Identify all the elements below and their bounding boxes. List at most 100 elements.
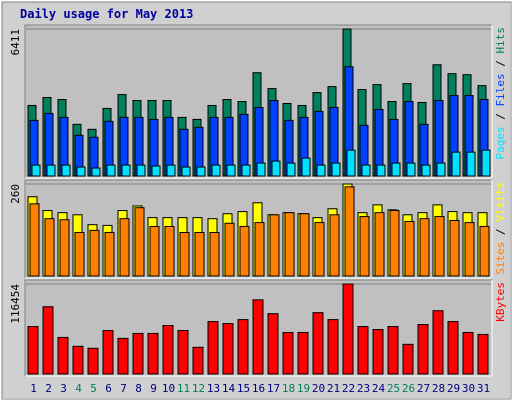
bar bbox=[256, 162, 266, 177]
bar bbox=[117, 337, 129, 375]
x-tick-label: 12 bbox=[192, 382, 205, 395]
bar bbox=[421, 164, 431, 177]
bar bbox=[316, 164, 326, 177]
bar bbox=[271, 160, 281, 177]
x-tick-label: 10 bbox=[162, 382, 175, 395]
bar bbox=[46, 164, 56, 177]
bar bbox=[166, 164, 176, 177]
bar bbox=[151, 165, 161, 177]
bar bbox=[74, 231, 85, 277]
legend: Pages / Files / Hits bbox=[494, 27, 507, 160]
x-tick-label: 21 bbox=[327, 382, 340, 395]
bar bbox=[342, 283, 354, 375]
bar bbox=[119, 218, 130, 277]
bar bbox=[224, 222, 235, 277]
bar bbox=[252, 299, 264, 375]
x-tick-label: 17 bbox=[267, 382, 280, 395]
x-tick-label: 30 bbox=[462, 382, 475, 395]
bar bbox=[241, 164, 251, 177]
bar bbox=[192, 346, 204, 375]
bar bbox=[121, 164, 131, 177]
bar bbox=[177, 329, 189, 375]
bar bbox=[402, 343, 414, 375]
bar bbox=[282, 331, 294, 375]
bar bbox=[269, 214, 280, 277]
bar bbox=[466, 151, 476, 177]
bar bbox=[477, 333, 489, 375]
bar bbox=[211, 164, 221, 177]
bar bbox=[387, 326, 399, 375]
y-tick-label: 260 bbox=[9, 184, 22, 204]
bar bbox=[372, 328, 384, 375]
bar bbox=[29, 203, 40, 277]
bar bbox=[239, 225, 250, 277]
bar bbox=[436, 162, 446, 177]
bar bbox=[91, 167, 101, 177]
bar bbox=[61, 164, 71, 177]
legend-separator: / bbox=[494, 54, 507, 74]
x-tick-label: 31 bbox=[477, 382, 490, 395]
bar bbox=[359, 216, 370, 277]
bar bbox=[284, 212, 295, 277]
bar bbox=[27, 326, 39, 375]
bar bbox=[134, 207, 145, 277]
bar bbox=[136, 164, 146, 177]
bar bbox=[406, 162, 416, 177]
bar bbox=[357, 326, 369, 375]
bar bbox=[59, 219, 70, 277]
x-tick-label: 16 bbox=[252, 382, 265, 395]
bar bbox=[331, 162, 341, 177]
bar bbox=[181, 166, 191, 177]
bar bbox=[391, 162, 401, 177]
x-tick-label: 5 bbox=[90, 382, 97, 395]
bar bbox=[432, 310, 444, 375]
x-tick-label: 24 bbox=[372, 382, 386, 395]
bar bbox=[286, 162, 296, 177]
bar bbox=[417, 324, 429, 375]
bar bbox=[329, 214, 340, 277]
bar bbox=[344, 186, 355, 277]
x-tick-label: 7 bbox=[120, 382, 127, 395]
x-tick-label: 13 bbox=[207, 382, 220, 395]
bar bbox=[447, 321, 459, 375]
legend: KBytes bbox=[494, 282, 507, 322]
bar bbox=[207, 321, 219, 375]
bar bbox=[226, 164, 236, 177]
bar bbox=[389, 210, 400, 277]
x-tick-label: 27 bbox=[417, 382, 430, 395]
bar bbox=[87, 347, 99, 375]
x-tick-label: 15 bbox=[237, 382, 250, 395]
bar bbox=[481, 149, 491, 177]
legend-separator: / bbox=[494, 222, 507, 242]
bar bbox=[102, 329, 114, 375]
legend-entry: Sites bbox=[494, 242, 507, 275]
bar bbox=[314, 222, 325, 277]
x-tick-label: 18 bbox=[282, 382, 295, 395]
x-tick-label: 9 bbox=[150, 382, 157, 395]
x-tick-label: 26 bbox=[402, 382, 415, 395]
bar bbox=[301, 157, 311, 177]
bar bbox=[106, 164, 116, 177]
bar bbox=[297, 331, 309, 375]
bar bbox=[42, 306, 54, 375]
bar bbox=[72, 345, 84, 375]
x-tick-label: 29 bbox=[447, 382, 460, 395]
bar bbox=[162, 325, 174, 375]
bar bbox=[57, 336, 69, 375]
bar bbox=[194, 231, 205, 277]
bar bbox=[222, 323, 234, 375]
bar bbox=[237, 319, 249, 375]
x-tick-label: 8 bbox=[135, 382, 142, 395]
x-tick-label: 3 bbox=[60, 382, 67, 395]
x-tick-label: 25 bbox=[387, 382, 400, 395]
bar bbox=[462, 331, 474, 375]
bar bbox=[327, 319, 339, 375]
bar bbox=[464, 222, 475, 277]
legend-separator: / bbox=[494, 107, 507, 127]
bar bbox=[132, 332, 144, 375]
bar bbox=[451, 151, 461, 177]
bar bbox=[254, 222, 265, 277]
bar bbox=[149, 225, 160, 277]
x-tick-label: 1 bbox=[30, 382, 37, 395]
